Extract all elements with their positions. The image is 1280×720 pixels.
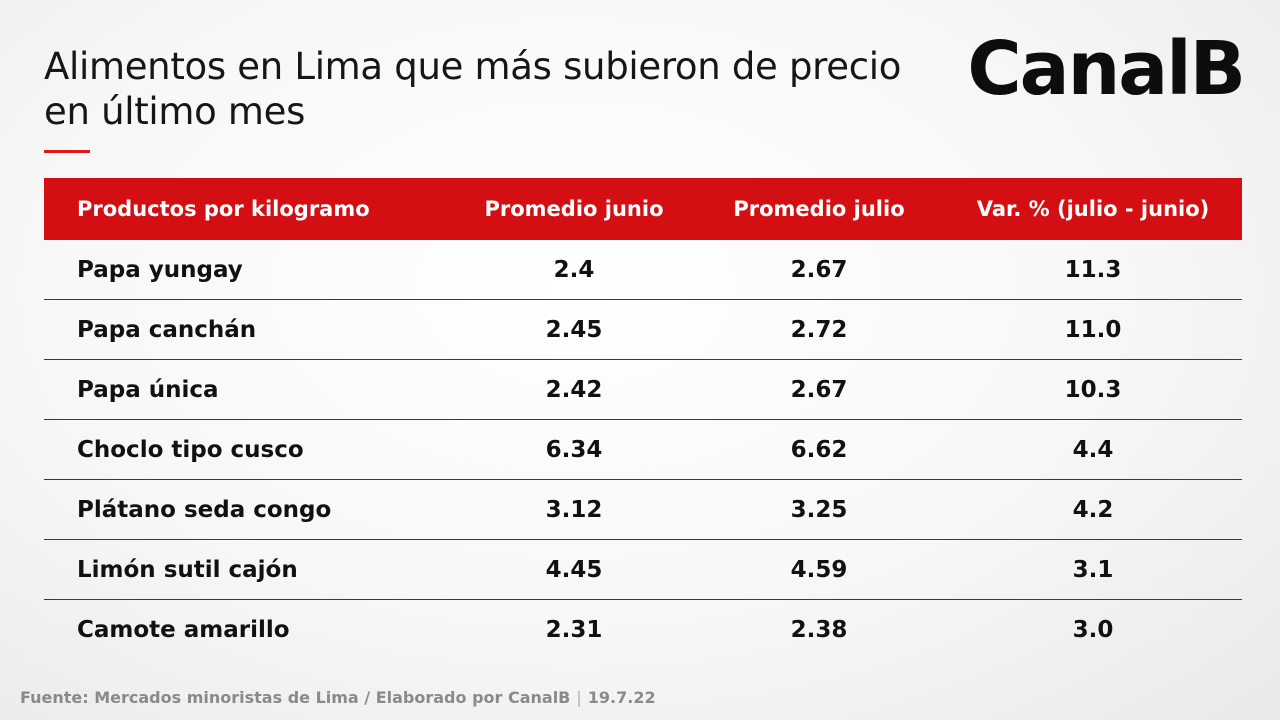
header-june-average: Promedio junio: [484, 197, 664, 221]
june-value: 4.45: [545, 556, 603, 583]
prices-table: Productos por kilogramo Promedio junio P…: [44, 178, 1242, 659]
july-value: 3.25: [790, 496, 848, 523]
july-value: 2.38: [790, 616, 848, 643]
header-july-average: Promedio julio: [733, 197, 905, 221]
product-name: Papa canchán: [77, 316, 257, 343]
product-name: Limón sutil cajón: [77, 556, 298, 583]
june-value: 2.42: [545, 376, 603, 403]
july-value: 2.72: [790, 316, 848, 343]
variation-value: 11.0: [1064, 316, 1122, 343]
variation-value: 10.3: [1064, 376, 1122, 403]
canalb-logo: CanalB: [967, 26, 1246, 112]
table-row: Limón sutil cajón 4.45 4.59 3.1: [44, 540, 1242, 600]
publish-date: 19.7.22: [587, 688, 656, 707]
product-name: Choclo tipo cusco: [77, 436, 304, 463]
variation-value: 3.0: [1072, 616, 1114, 643]
source-text: Fuente: Mercados minoristas de Lima / El…: [20, 688, 571, 707]
june-value: 6.34: [545, 436, 603, 463]
table-row: Camote amarillo 2.31 2.38 3.0: [44, 600, 1242, 659]
header-variation: Var. % (julio - junio): [976, 197, 1210, 221]
table-row: Plátano seda congo 3.12 3.25 4.2: [44, 480, 1242, 540]
product-name: Camote amarillo: [77, 616, 290, 643]
page-title: Alimentos en Lima que más subieron de pr…: [44, 45, 902, 133]
june-value: 3.12: [545, 496, 603, 523]
table-row: Papa canchán 2.45 2.72 11.0: [44, 300, 1242, 360]
june-value: 2.31: [545, 616, 603, 643]
june-value: 2.45: [545, 316, 603, 343]
june-value: 2.4: [553, 256, 595, 283]
header-product: Productos por kilogramo: [77, 197, 370, 221]
variation-value: 4.4: [1072, 436, 1114, 463]
table-row: Choclo tipo cusco 6.34 6.62 4.4: [44, 420, 1242, 480]
product-name: Papa yungay: [77, 256, 243, 283]
july-value: 2.67: [790, 256, 848, 283]
source-footer: Fuente: Mercados minoristas de Lima / El…: [20, 688, 656, 707]
july-value: 2.67: [790, 376, 848, 403]
footer-separator: |: [576, 688, 582, 707]
variation-value: 3.1: [1072, 556, 1114, 583]
july-value: 6.62: [790, 436, 848, 463]
product-name: Papa única: [77, 376, 219, 403]
table-header: Productos por kilogramo Promedio junio P…: [44, 178, 1242, 240]
table-row: Papa yungay 2.4 2.67 11.3: [44, 240, 1242, 300]
table-row: Papa única 2.42 2.67 10.3: [44, 360, 1242, 420]
product-name: Plátano seda congo: [77, 496, 332, 523]
title-accent-rule: [44, 150, 90, 153]
variation-value: 4.2: [1072, 496, 1114, 523]
july-value: 4.59: [790, 556, 848, 583]
variation-value: 11.3: [1064, 256, 1122, 283]
